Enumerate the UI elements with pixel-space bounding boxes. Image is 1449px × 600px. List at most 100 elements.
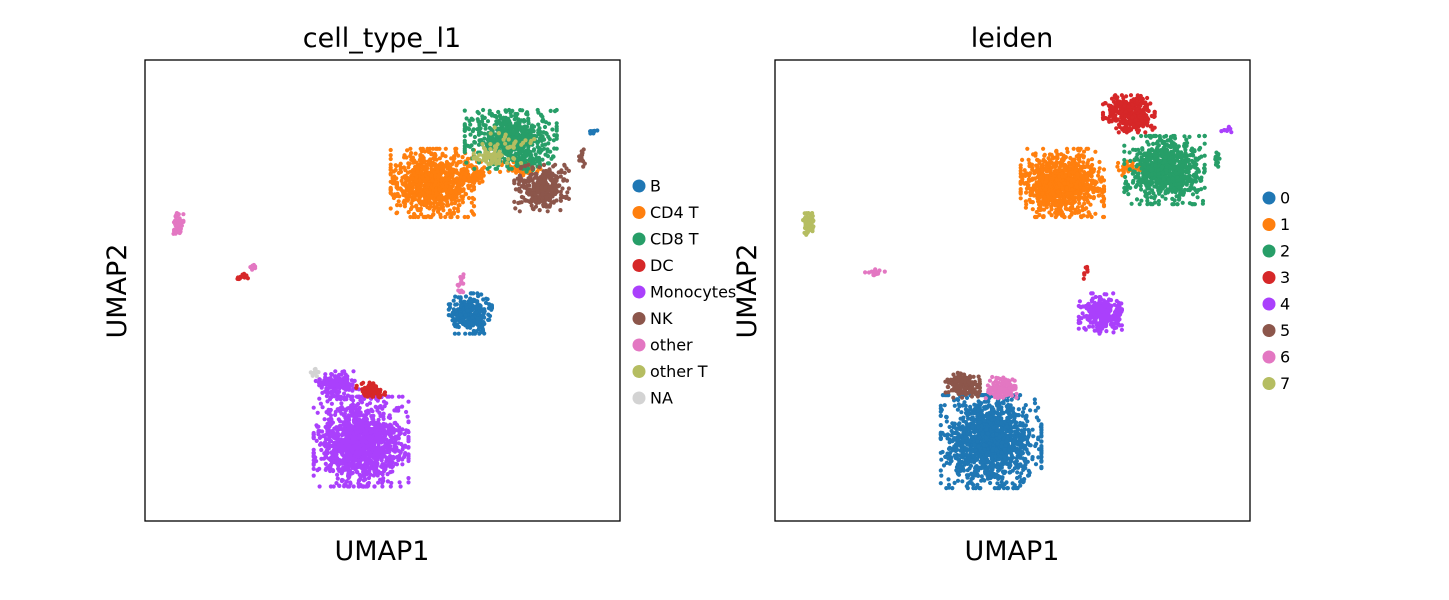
data-point <box>357 435 362 440</box>
data-point <box>468 132 473 137</box>
data-point <box>523 178 528 183</box>
data-point <box>350 425 355 430</box>
data-point <box>336 425 341 430</box>
data-point <box>336 433 341 439</box>
data-point <box>502 134 508 139</box>
data-point <box>396 448 401 453</box>
data-point <box>483 300 489 305</box>
data-point <box>388 153 393 158</box>
data-point <box>408 146 413 151</box>
data-point <box>530 123 535 128</box>
data-point <box>562 170 567 175</box>
data-point <box>488 131 493 136</box>
data-point <box>481 308 486 313</box>
data-point <box>469 200 474 205</box>
data-point <box>469 163 474 168</box>
data-point <box>541 130 546 135</box>
data-point <box>410 204 415 209</box>
data-point <box>340 427 345 432</box>
data-point <box>339 401 344 406</box>
data-point <box>1009 397 1014 402</box>
data-point <box>501 147 506 152</box>
data-point <box>518 175 523 181</box>
data-point <box>313 369 318 374</box>
data-point <box>402 198 407 203</box>
data-point <box>417 192 422 197</box>
data-point <box>481 145 487 151</box>
data-point <box>480 141 485 147</box>
data-point <box>463 294 469 299</box>
data-point <box>518 166 523 171</box>
data-point <box>487 317 492 322</box>
data-point <box>485 119 491 124</box>
data-point <box>375 423 380 428</box>
data-point <box>463 191 468 196</box>
data-point <box>446 302 451 307</box>
data-point <box>553 162 558 167</box>
data-point <box>456 331 461 336</box>
data-point <box>395 186 400 191</box>
data-point <box>471 156 476 161</box>
data-point <box>1023 403 1028 408</box>
data-point <box>408 189 413 194</box>
data-point <box>460 200 465 205</box>
data-point <box>480 320 486 325</box>
data-point <box>393 420 398 425</box>
data-point <box>526 176 531 181</box>
data-point <box>471 204 477 209</box>
data-point <box>512 199 517 204</box>
data-point <box>462 134 467 139</box>
data-point <box>939 457 944 462</box>
data-point <box>415 165 420 170</box>
data-point <box>365 392 371 398</box>
data-point <box>533 196 538 201</box>
data-point <box>469 209 474 214</box>
data-point <box>469 143 474 148</box>
series-0 <box>938 393 1044 491</box>
data-point <box>373 439 378 444</box>
data-point <box>396 394 402 399</box>
data-point <box>345 393 351 398</box>
data-point <box>461 194 466 199</box>
data-point <box>436 195 441 200</box>
data-point <box>412 213 417 218</box>
data-point <box>342 447 347 452</box>
data-point <box>408 181 414 186</box>
legend-label: B <box>650 177 661 196</box>
data-point <box>388 190 393 195</box>
data-point <box>380 462 385 467</box>
data-point <box>311 432 316 437</box>
data-point <box>511 129 516 134</box>
x-axis-label: UMAP1 <box>335 536 430 567</box>
data-point <box>558 174 563 179</box>
data-point <box>316 430 321 435</box>
data-point <box>317 396 322 401</box>
data-point <box>532 137 537 142</box>
data-point <box>506 145 511 150</box>
data-point <box>477 119 482 124</box>
data-point <box>541 169 546 174</box>
data-point <box>422 178 427 184</box>
data-point <box>356 481 361 486</box>
data-point <box>425 146 430 151</box>
data-point <box>480 179 485 184</box>
data-point <box>176 221 181 226</box>
data-point <box>348 462 353 467</box>
data-point <box>545 154 551 159</box>
data-point <box>497 149 502 154</box>
data-point <box>381 411 386 416</box>
data-point <box>468 296 473 301</box>
data-point <box>449 214 454 220</box>
data-point <box>319 384 324 389</box>
data-point <box>404 409 409 415</box>
data-point <box>547 204 552 209</box>
data-point <box>326 417 331 422</box>
data-point <box>377 410 382 415</box>
data-point <box>253 266 258 271</box>
data-point <box>472 298 477 303</box>
data-point <box>352 412 357 418</box>
data-point <box>448 190 453 195</box>
legend-marker <box>632 179 646 193</box>
data-point <box>1030 455 1035 460</box>
data-point <box>462 299 467 304</box>
